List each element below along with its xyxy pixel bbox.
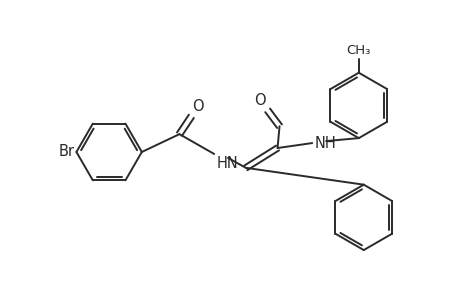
Text: CH₃: CH₃ <box>346 44 370 57</box>
Text: Br: Br <box>58 145 74 160</box>
Text: O: O <box>253 93 265 108</box>
Text: O: O <box>192 99 203 114</box>
Text: HN: HN <box>216 156 237 171</box>
Text: NH: NH <box>313 136 335 151</box>
